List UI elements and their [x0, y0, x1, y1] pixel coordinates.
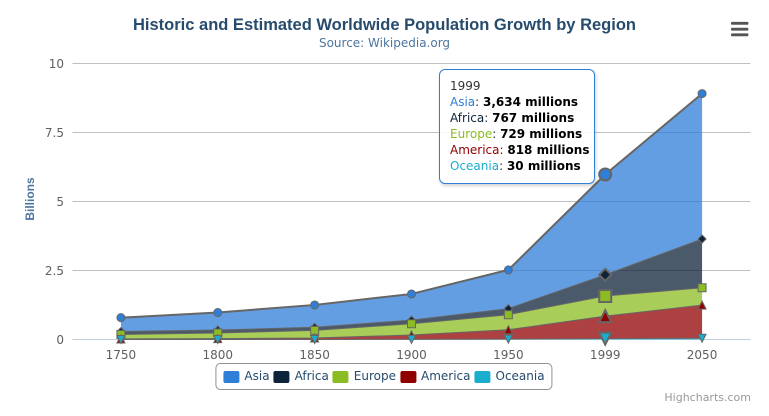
- legend-label: Asia: [244, 369, 270, 383]
- marker-oceania-1950[interactable]: [503, 334, 514, 345]
- legend-item-oceania[interactable]: Oceania: [474, 369, 545, 384]
- marker-asia-1850[interactable]: [310, 300, 320, 310]
- marker-africa-1999[interactable]: [597, 267, 613, 283]
- marker-america-2050[interactable]: [697, 299, 707, 310]
- marker-europe-1950[interactable]: [503, 310, 513, 320]
- x-axis-label: 1750: [105, 348, 137, 362]
- marker-asia-1900[interactable]: [407, 289, 416, 299]
- x-axis-label: 2050: [686, 348, 718, 362]
- legend-item-africa[interactable]: Africa: [273, 369, 329, 384]
- series-area-africa[interactable]: [120, 239, 703, 335]
- marker-asia-1999[interactable]: [598, 167, 613, 182]
- x-axis-label: 1850: [299, 348, 330, 362]
- marker-oceania-1750[interactable]: [116, 334, 126, 345]
- marker-asia-1750[interactable]: [116, 313, 126, 323]
- legend-symbol-america: [400, 370, 417, 383]
- legend-label: Africa: [294, 369, 329, 383]
- marker-asia-1800[interactable]: [213, 308, 223, 318]
- marker-europe-2050[interactable]: [697, 283, 707, 293]
- marker-africa-2050[interactable]: [697, 234, 707, 244]
- series-area-america[interactable]: [120, 305, 703, 340]
- y-axis-label: 10: [48, 56, 64, 71]
- marker-asia-1950[interactable]: [503, 265, 513, 275]
- marker-europe-1850[interactable]: [310, 325, 320, 335]
- marker-europe-1999[interactable]: [598, 288, 613, 303]
- chart-title: Historic and Estimated Worldwide Populat…: [133, 16, 636, 34]
- chart-subtitle: Source: Wikipedia.org: [318, 36, 451, 50]
- series-oceania: [116, 331, 707, 347]
- marker-oceania-1850[interactable]: [309, 334, 320, 345]
- series-europe: [116, 283, 707, 339]
- marker-oceania-1800[interactable]: [212, 334, 223, 345]
- chart-context-menu-button[interactable]: [726, 16, 754, 42]
- legend-symbol-europe: [332, 370, 349, 383]
- legend-label: America: [421, 369, 471, 383]
- marker-europe-1900[interactable]: [407, 319, 416, 329]
- marker-oceania-1900[interactable]: [406, 334, 417, 345]
- series-area-asia[interactable]: [120, 93, 703, 332]
- x-axis-label: 1800: [202, 348, 234, 362]
- x-axis-label: 1999: [589, 348, 621, 362]
- credits-link[interactable]: Highcharts.com: [664, 391, 751, 404]
- legend-symbol-asia: [223, 370, 240, 383]
- marker-oceania-2050[interactable]: [697, 333, 707, 344]
- legend: Asia Africa Europe America Oceania: [215, 363, 553, 390]
- marker-america-1950[interactable]: [503, 324, 514, 335]
- legend-label: Europe: [353, 369, 397, 383]
- y-axis-label: 7.5: [44, 125, 64, 140]
- legend-item-america[interactable]: America: [400, 369, 471, 384]
- marker-asia-2050[interactable]: [697, 89, 707, 99]
- legend-item-europe[interactable]: Europe: [332, 369, 397, 384]
- legend-item-asia[interactable]: Asia: [223, 369, 270, 384]
- legend-symbol-oceania: [474, 370, 491, 383]
- hamburger-icon: [731, 21, 749, 37]
- series-asia: [116, 89, 707, 332]
- marker-oceania-1999[interactable]: [597, 331, 613, 347]
- y-axis-label: 5: [56, 194, 64, 209]
- marker-america-1999[interactable]: [597, 307, 613, 324]
- legend-symbol-africa: [273, 370, 290, 383]
- legend-label: Oceania: [495, 369, 545, 383]
- y-axis-label: 0: [56, 332, 64, 347]
- x-axis-label: 1950: [493, 348, 524, 362]
- x-axis-label: 1900: [396, 348, 427, 362]
- y-axis-label: 2.5: [44, 263, 64, 278]
